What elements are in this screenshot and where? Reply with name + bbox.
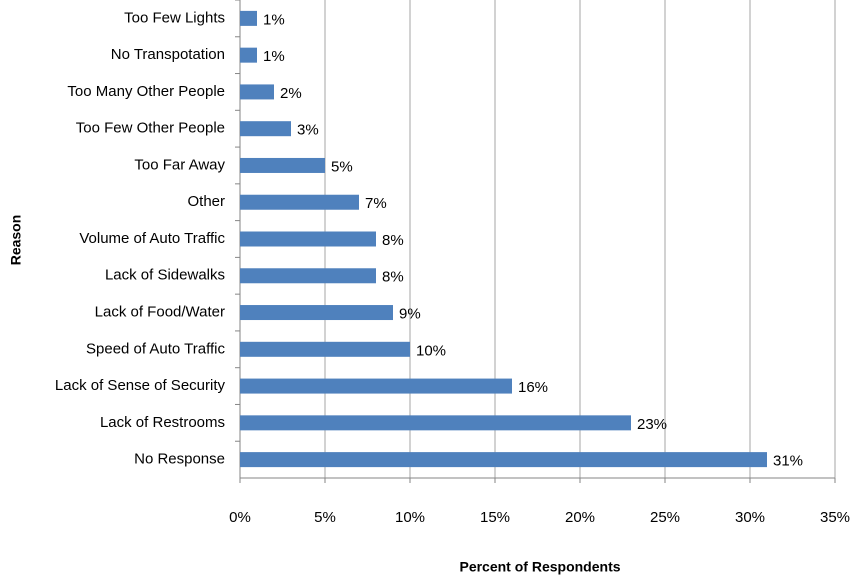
x-tick-label: 10%: [395, 509, 425, 526]
data-label: 5%: [331, 158, 353, 175]
x-tick-label: 35%: [820, 509, 850, 526]
y-tick-label: Volume of Auto Traffic: [79, 230, 225, 247]
y-tick-label: Speed of Auto Traffic: [86, 340, 225, 357]
y-tick-label: Too Few Lights: [124, 9, 225, 26]
data-label: 7%: [365, 195, 387, 212]
y-tick-label: Too Far Away: [134, 156, 225, 173]
x-tick-label: 15%: [480, 509, 510, 526]
data-label: 9%: [399, 306, 421, 323]
y-tick-label: Lack of Food/Water: [95, 304, 225, 321]
x-tick-label: 0%: [229, 509, 251, 526]
y-tick-label: Too Few Other People: [76, 120, 225, 137]
data-label: 8%: [382, 232, 404, 249]
y-tick-label: Lack of Restrooms: [100, 414, 225, 431]
y-tick-label: Other: [187, 193, 225, 210]
data-label: 16%: [518, 379, 548, 396]
data-label: 10%: [416, 342, 446, 359]
data-label: 31%: [773, 453, 803, 470]
bar: [240, 268, 376, 284]
bar: [240, 157, 325, 173]
bar: [240, 378, 512, 394]
y-tick-label: Lack of Sidewalks: [105, 267, 225, 284]
x-tick-label: 20%: [565, 509, 595, 526]
bar: [240, 415, 631, 431]
bar: [240, 305, 393, 321]
x-tick-label: 25%: [650, 509, 680, 526]
y-tick-label: Lack of Sense of Security: [55, 377, 226, 394]
data-label: 23%: [637, 416, 667, 433]
data-label: 8%: [382, 269, 404, 286]
data-label: 2%: [280, 85, 302, 102]
bar: [240, 10, 257, 26]
y-tick-label: Too Many Other People: [67, 83, 225, 100]
bar: [240, 194, 359, 210]
y-tick-label: No Transpotation: [111, 46, 225, 63]
bar: [240, 121, 291, 137]
data-label: 3%: [297, 122, 319, 139]
x-tick-label: 5%: [314, 509, 336, 526]
y-tick-label: No Response: [134, 451, 225, 468]
y-axis-title: Reason: [8, 215, 24, 266]
bar: [240, 47, 257, 63]
data-label: 1%: [263, 11, 285, 28]
bar: [240, 341, 410, 357]
x-tick-label: 30%: [735, 509, 765, 526]
bar: [240, 84, 274, 100]
bar: [240, 452, 767, 468]
x-axis-title: Percent of Respondents: [459, 559, 620, 575]
bar: [240, 231, 376, 247]
data-label: 1%: [263, 48, 285, 65]
